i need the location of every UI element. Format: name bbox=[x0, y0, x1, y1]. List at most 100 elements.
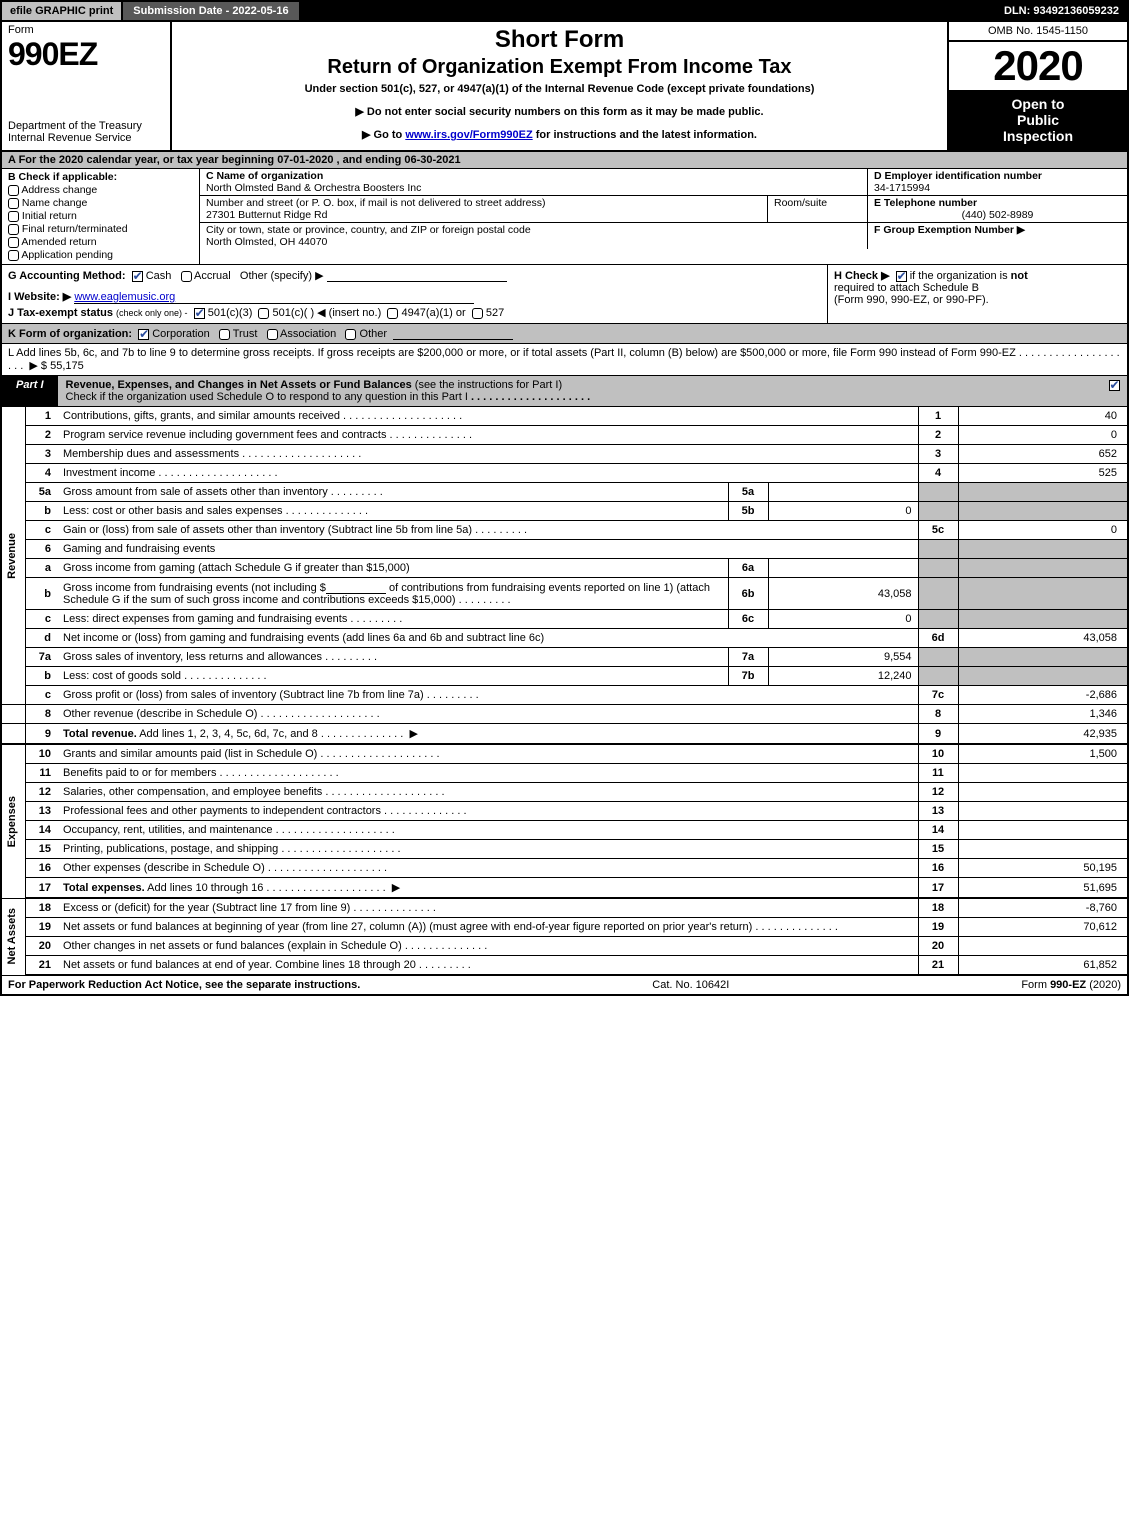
no-5a: 5a bbox=[25, 483, 59, 502]
subval-5a bbox=[768, 483, 918, 502]
desc-15: Printing, publications, postage, and shi… bbox=[63, 843, 278, 855]
ln-15: 15 bbox=[918, 840, 958, 859]
desc-19: Net assets or fund balances at beginning… bbox=[63, 921, 752, 933]
footer-right: Form 990-EZ (2020) bbox=[1021, 979, 1121, 991]
b-opt-4: Amended return bbox=[21, 236, 96, 248]
cb-accrual[interactable] bbox=[181, 271, 192, 282]
no-6c: c bbox=[25, 610, 59, 629]
row-18: Net Assets 18 Excess or (deficit) for th… bbox=[1, 898, 1128, 918]
ln-11: 11 bbox=[918, 764, 958, 783]
footer-right-pre: Form bbox=[1021, 979, 1050, 991]
e-phone-cell: E Telephone number (440) 502-8989 bbox=[867, 196, 1127, 222]
desc-8: Other revenue (describe in Schedule O) bbox=[63, 708, 257, 720]
subval-6a bbox=[768, 559, 918, 578]
cb-trust[interactable] bbox=[219, 329, 230, 340]
rev-spacer2 bbox=[1, 724, 25, 745]
amt-4: 525 bbox=[958, 464, 1128, 483]
desc-17-rest: Add lines 10 through 16 bbox=[147, 882, 263, 894]
form-word: Form bbox=[8, 24, 164, 36]
amt-3: 652 bbox=[958, 445, 1128, 464]
no-20: 20 bbox=[25, 937, 59, 956]
sub-5a: 5a bbox=[728, 483, 768, 502]
row-5c: c Gain or (loss) from sale of assets oth… bbox=[1, 521, 1128, 540]
website-link[interactable]: www.eaglemusic.org bbox=[74, 291, 474, 304]
cb-schedule-b[interactable] bbox=[896, 271, 907, 282]
no-6: 6 bbox=[25, 540, 59, 559]
amt-21: 61,852 bbox=[958, 956, 1128, 976]
footer-right-bold: 990-EZ bbox=[1050, 979, 1086, 991]
sub-6b: 6b bbox=[728, 578, 768, 610]
desc-3: Membership dues and assessments bbox=[63, 448, 239, 460]
row-6c: c Less: direct expenses from gaming and … bbox=[1, 610, 1128, 629]
entity-block: B Check if applicable: Address change Na… bbox=[0, 169, 1129, 265]
no-11: 11 bbox=[25, 764, 59, 783]
row-8: 8 Other revenue (describe in Schedule O)… bbox=[1, 705, 1128, 724]
desc-4: Investment income bbox=[63, 467, 155, 479]
cb-application-pending[interactable]: Application pending bbox=[8, 249, 193, 261]
k-other-input[interactable] bbox=[393, 327, 513, 340]
no-2: 2 bbox=[25, 426, 59, 445]
6b-blank[interactable] bbox=[326, 581, 386, 594]
row-6: 6 Gaming and fundraising events bbox=[1, 540, 1128, 559]
cb-527[interactable] bbox=[472, 308, 483, 319]
no-6d: d bbox=[25, 629, 59, 648]
desc-6b-pre: Gross income from fundraising events (no… bbox=[63, 582, 326, 594]
no-7a: 7a bbox=[25, 648, 59, 667]
desc-6c: Less: direct expenses from gaming and fu… bbox=[63, 613, 347, 625]
cb-amended-return[interactable]: Amended return bbox=[8, 236, 193, 248]
arrow-17: ▶ bbox=[392, 882, 400, 894]
cb-4947[interactable] bbox=[387, 308, 398, 319]
ln-8: 8 bbox=[918, 705, 958, 724]
ln-17: 17 bbox=[918, 878, 958, 899]
desc-7c: Gross profit or (loss) from sales of inv… bbox=[63, 689, 424, 701]
irs-link[interactable]: www.irs.gov/Form990EZ bbox=[405, 129, 532, 141]
cb-501c3[interactable] bbox=[194, 308, 205, 319]
dln: DLN: 93492136059232 bbox=[996, 2, 1127, 20]
row-6b: b Gross income from fundraising events (… bbox=[1, 578, 1128, 610]
cb-initial-return[interactable]: Initial return bbox=[8, 210, 193, 222]
no-19: 19 bbox=[25, 918, 59, 937]
ln-5c: 5c bbox=[918, 521, 958, 540]
amt-18: -8,760 bbox=[958, 898, 1128, 918]
j-o4: 527 bbox=[486, 307, 504, 319]
no-5b: b bbox=[25, 502, 59, 521]
amt-6a-shade bbox=[958, 559, 1128, 578]
part1-header: Part I Revenue, Expenses, and Changes in… bbox=[0, 376, 1129, 407]
street-address: 27301 Butternut Ridge Rd bbox=[206, 209, 327, 221]
cb-final-return[interactable]: Final return/terminated bbox=[8, 223, 193, 235]
cb-address-change[interactable]: Address change bbox=[8, 184, 193, 196]
line-l: L Add lines 5b, 6c, and 7b to line 9 to … bbox=[0, 344, 1129, 376]
desc-11: Benefits paid to or for members bbox=[63, 767, 216, 779]
c-city-label: City or town, state or province, country… bbox=[206, 224, 531, 236]
row-21: 21 Net assets or fund balances at end of… bbox=[1, 956, 1128, 976]
no-7c: c bbox=[25, 686, 59, 705]
g-other-input[interactable] bbox=[327, 269, 507, 282]
goto-line: ▶ Go to www.irs.gov/Form990EZ for instru… bbox=[180, 128, 939, 141]
g-h-block: G Accounting Method: Cash Accrual Other … bbox=[0, 265, 1129, 324]
cb-501c[interactable] bbox=[258, 308, 269, 319]
i-label: I Website: ▶ bbox=[8, 291, 71, 303]
cb-other[interactable] bbox=[345, 329, 356, 340]
header-right: OMB No. 1545-1150 2020 Open to Public In… bbox=[947, 22, 1127, 150]
cb-corp[interactable] bbox=[138, 329, 149, 340]
no-10: 10 bbox=[25, 744, 59, 764]
ln-19: 19 bbox=[918, 918, 958, 937]
cb-cash[interactable] bbox=[132, 271, 143, 282]
submission-date: Submission Date - 2022-05-16 bbox=[123, 2, 300, 20]
amt-5b-shade bbox=[958, 502, 1128, 521]
c-city-cell: City or town, state or province, country… bbox=[200, 223, 867, 249]
ln-6-shade bbox=[918, 540, 958, 559]
efile-print-button[interactable]: efile GRAPHIC print bbox=[2, 2, 123, 20]
row-7a: 7a Gross sales of inventory, less return… bbox=[1, 648, 1128, 667]
cb-schedule-o[interactable] bbox=[1109, 380, 1120, 391]
no-18: 18 bbox=[25, 898, 59, 918]
h-text1: if the organization is bbox=[910, 270, 1011, 282]
ln-2: 2 bbox=[918, 426, 958, 445]
cb-assoc[interactable] bbox=[267, 329, 278, 340]
sub-6a: 6a bbox=[728, 559, 768, 578]
h-not: not bbox=[1011, 270, 1028, 282]
k-label: K Form of organization: bbox=[8, 328, 132, 340]
amt-2: 0 bbox=[958, 426, 1128, 445]
part1-check-line: Check if the organization used Schedule … bbox=[66, 391, 468, 403]
cb-name-change[interactable]: Name change bbox=[8, 197, 193, 209]
